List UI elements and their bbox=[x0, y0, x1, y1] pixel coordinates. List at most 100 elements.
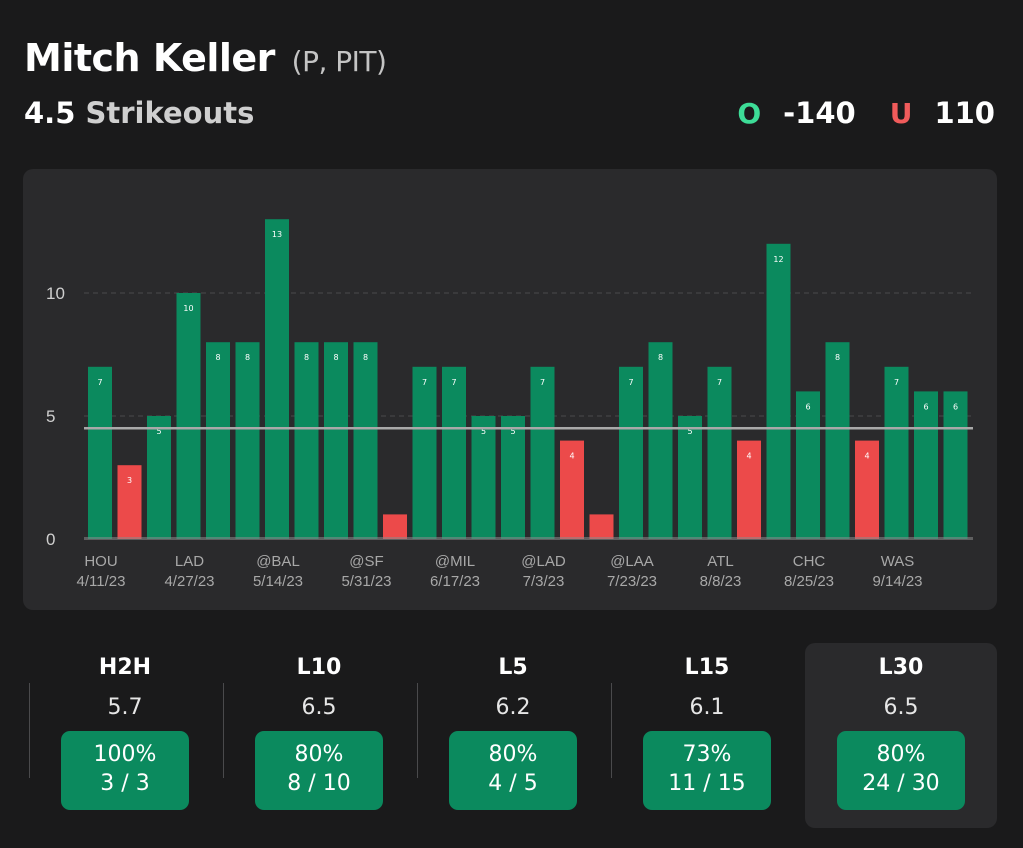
x-tick-date: 7/3/23 bbox=[523, 573, 565, 590]
bar[interactable] bbox=[383, 514, 407, 539]
bar[interactable] bbox=[530, 366, 555, 539]
x-tick-opponent: ATL bbox=[707, 553, 733, 570]
bar[interactable] bbox=[884, 366, 909, 539]
bar[interactable] bbox=[147, 416, 171, 539]
bar[interactable] bbox=[265, 219, 289, 539]
bar-value-label: 7 bbox=[540, 378, 545, 387]
bar-value-label: 7 bbox=[894, 378, 899, 387]
bar[interactable] bbox=[707, 366, 732, 539]
x-tick-opponent: @SF bbox=[349, 553, 383, 570]
x-tick-opponent: @MIL bbox=[435, 553, 475, 570]
prop-line: 4.5 Strikeouts bbox=[24, 96, 254, 130]
y-tick-label: 5 bbox=[46, 407, 55, 426]
under-price: 110 bbox=[934, 96, 995, 130]
hit-rate-percent: 73% bbox=[682, 742, 732, 767]
x-tick-opponent: @LAA bbox=[610, 553, 654, 570]
bar[interactable] bbox=[766, 243, 791, 540]
bar[interactable] bbox=[914, 391, 938, 539]
bar-value-label: 7 bbox=[97, 378, 102, 387]
bar-value-label: 5 bbox=[510, 427, 515, 436]
hit-rate-fraction: 11 / 15 bbox=[668, 771, 746, 796]
bar-value-label: 10 bbox=[183, 304, 193, 313]
bar[interactable] bbox=[235, 342, 260, 539]
bar-value-label: 6 bbox=[805, 402, 810, 411]
summary-label: L5 bbox=[498, 655, 528, 680]
bar[interactable] bbox=[117, 465, 142, 539]
x-tick-date: 8/25/23 bbox=[784, 573, 834, 590]
bar-value-label: 6 bbox=[953, 402, 958, 411]
player-position-team: (P, PIT) bbox=[291, 45, 387, 78]
bar-value-label: 8 bbox=[215, 353, 220, 362]
summary-tab-l30[interactable]: L30 6.5 80% 24 / 30 bbox=[805, 643, 997, 828]
summary-tab-l5[interactable]: L5 6.2 80% 4 / 5 bbox=[417, 643, 609, 828]
bar-value-label: 8 bbox=[835, 353, 840, 362]
bar[interactable] bbox=[589, 514, 614, 539]
hit-rate-percent: 80% bbox=[876, 742, 926, 767]
zero-baseline bbox=[84, 537, 973, 540]
bar[interactable] bbox=[176, 293, 201, 539]
bar-value-label: 7 bbox=[628, 378, 633, 387]
bar[interactable] bbox=[294, 342, 319, 539]
summary-label: L30 bbox=[878, 655, 924, 680]
player-name: Mitch Keller (P, PIT) bbox=[24, 36, 387, 80]
under-odds[interactable]: U 110 bbox=[890, 96, 995, 130]
x-tick-date: 8/8/23 bbox=[700, 573, 742, 590]
bar-value-label: 5 bbox=[687, 427, 692, 436]
bar-value-label: 4 bbox=[864, 452, 869, 461]
y-tick-label: 10 bbox=[46, 284, 65, 303]
bar[interactable] bbox=[442, 366, 466, 539]
y-tick-label: 0 bbox=[46, 530, 55, 549]
bar[interactable] bbox=[206, 342, 230, 539]
summary-tab-l15[interactable]: L15 6.1 73% 11 / 15 bbox=[611, 643, 803, 828]
bar[interactable] bbox=[825, 342, 850, 539]
bar-value-label: 7 bbox=[717, 378, 722, 387]
summary-label: L15 bbox=[684, 655, 730, 680]
bar[interactable] bbox=[471, 416, 496, 539]
bar-value-label: 3 bbox=[127, 476, 132, 485]
bar-value-label: 8 bbox=[245, 353, 250, 362]
hit-rate-summary: H2H 5.7 100% 3 / 3 L10 6.5 80% 8 / 10 L5 6.2 80% 4 … bbox=[0, 643, 1023, 828]
under-letter: U bbox=[889, 96, 913, 130]
bar[interactable] bbox=[648, 342, 673, 539]
bar[interactable] bbox=[737, 440, 761, 539]
hit-rate-badge: 73% 11 / 15 bbox=[643, 731, 771, 810]
hit-rate-badge: 80% 24 / 30 bbox=[837, 731, 965, 810]
summary-label: L10 bbox=[296, 655, 342, 680]
x-tick-date: 4/11/23 bbox=[77, 573, 126, 590]
x-tick-opponent: CHC bbox=[793, 553, 826, 570]
bar[interactable] bbox=[678, 416, 702, 539]
prop-line-value: 4.5 bbox=[24, 96, 76, 130]
bar[interactable] bbox=[324, 342, 348, 539]
bar[interactable] bbox=[796, 391, 820, 539]
bar-value-label: 12 bbox=[773, 255, 783, 264]
bar[interactable] bbox=[619, 366, 643, 539]
bar[interactable] bbox=[560, 440, 584, 539]
summary-average: 6.5 bbox=[883, 695, 919, 720]
hit-rate-fraction: 8 / 10 bbox=[287, 771, 351, 796]
hit-rate-percent: 80% bbox=[488, 742, 538, 767]
bar[interactable] bbox=[353, 342, 378, 539]
bar[interactable] bbox=[501, 416, 525, 539]
bar-value-label: 13 bbox=[272, 230, 282, 239]
x-tick-date: 7/23/23 bbox=[607, 573, 657, 590]
hit-rate-badge: 100% 3 / 3 bbox=[61, 731, 189, 810]
x-tick-opponent: LAD bbox=[175, 553, 204, 570]
x-tick-opponent: @LAD bbox=[521, 553, 566, 570]
hit-rate-fraction: 24 / 30 bbox=[862, 771, 940, 796]
over-letter: O bbox=[737, 96, 762, 130]
prop-stat-label: Strikeouts bbox=[85, 96, 255, 130]
x-tick-date: 9/14/23 bbox=[872, 573, 922, 590]
x-tick-opponent: WAS bbox=[881, 553, 915, 570]
bar[interactable] bbox=[412, 366, 437, 539]
summary-tab-h2h[interactable]: H2H 5.7 100% 3 / 3 bbox=[29, 643, 221, 828]
x-tick-date: 6/17/23 bbox=[430, 573, 480, 590]
summary-tab-l10[interactable]: L10 6.5 80% 8 / 10 bbox=[223, 643, 415, 828]
bar[interactable] bbox=[855, 440, 879, 539]
bar[interactable] bbox=[88, 366, 112, 539]
bar-value-label: 5 bbox=[481, 427, 486, 436]
bar-value-label: 4 bbox=[569, 452, 574, 461]
over-odds[interactable]: O -140 bbox=[737, 96, 855, 130]
x-tick-date: 5/14/23 bbox=[253, 573, 303, 590]
bar[interactable] bbox=[943, 391, 968, 539]
summary-average: 6.5 bbox=[301, 695, 337, 720]
